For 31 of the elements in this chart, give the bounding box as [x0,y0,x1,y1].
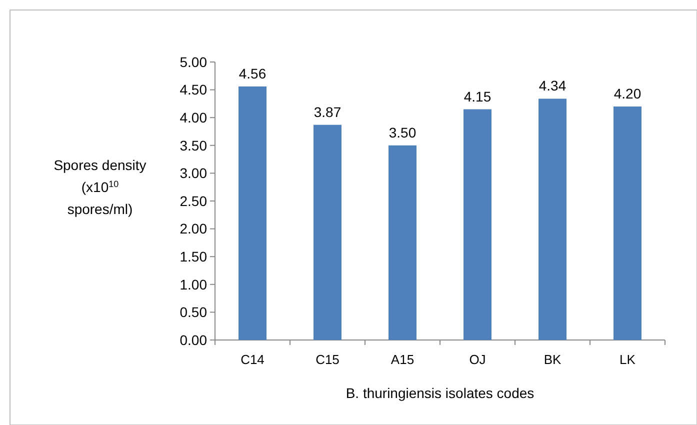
y-tick-label: 2.50 [180,192,208,209]
text: Spores density (x10$^{10}$ spores/ml) [54,157,146,217]
y-tick-label: 0.00 [180,332,208,348]
y-tick-label: 3.50 [180,137,208,154]
data-label: 3.50 [388,124,416,140]
bar [464,109,492,340]
data-label: 4.34 [538,78,566,94]
data-label: 4.20 [614,85,642,102]
y-tick-label: 5.00 [180,54,208,70]
bar [538,98,566,340]
y-tick-label: 4.00 [180,110,208,126]
bar [614,106,642,340]
x-axis-title: B. thuringiensis isolates codes [346,385,534,401]
y-tick-label: 0.50 [180,304,208,320]
bar [314,124,342,340]
x-tick-label: A15 [390,352,414,367]
y-tick-label: 1.00 [180,276,208,292]
x-tick-label: OJ [469,352,486,367]
x-tick-label: LK [620,352,636,367]
data-label: 4.15 [464,88,492,104]
bar [388,145,416,340]
x-tick-label: BK [544,352,562,367]
bar [238,86,266,340]
y-tick-label: 3.00 [180,165,208,182]
y-tick-label: 1.50 [180,248,208,264]
data-label: 4.56 [238,65,266,82]
data-label: 3.87 [314,104,342,120]
y-tick-label: 2.00 [180,220,208,237]
y-tick-label: 4.50 [180,82,208,98]
x-tick-label: C15 [316,352,340,367]
x-tick-label: C14 [240,352,264,367]
